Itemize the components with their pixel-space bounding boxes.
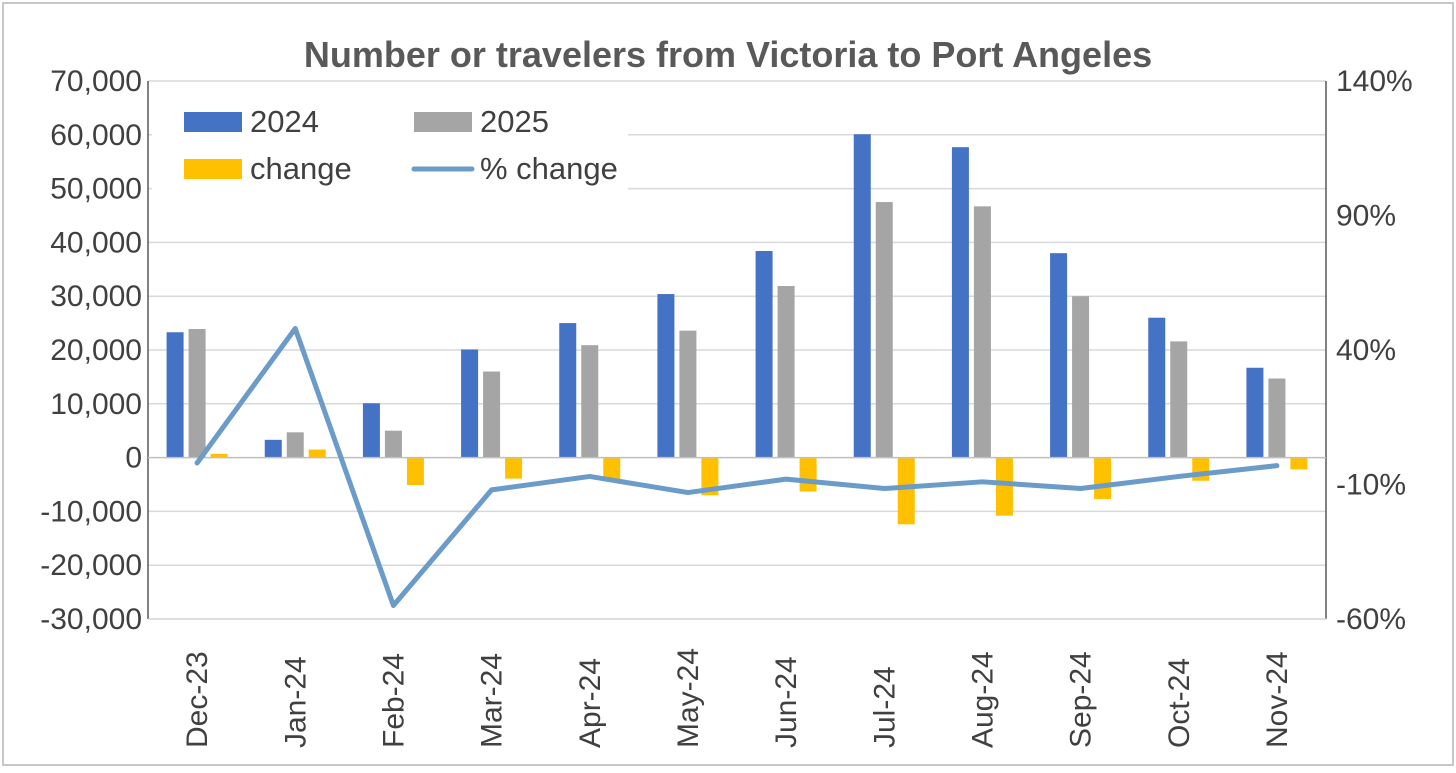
bar-2024: [1050, 253, 1068, 458]
bar-change: [897, 457, 915, 525]
bar-2025: [286, 432, 304, 458]
bar-2024: [951, 147, 969, 458]
bar-2025: [777, 285, 795, 458]
bar-change: [701, 457, 719, 496]
left-axis-tick-label: -20,000: [40, 549, 142, 582]
x-axis-tick-label: May-24: [672, 648, 705, 748]
bar-2025: [483, 371, 501, 458]
x-axis-tick-label: Dec-23: [181, 651, 214, 748]
right-axis-tick-label: -10%: [1336, 469, 1406, 502]
x-axis-tick-label: Apr-24: [574, 658, 607, 748]
bar-change: [406, 457, 424, 486]
bar-2025: [679, 330, 697, 458]
bar-2025: [384, 430, 402, 458]
bar-change: [1094, 457, 1112, 500]
x-axis-tick-label: Sep-24: [1065, 651, 1098, 748]
bar-change: [995, 457, 1013, 516]
bar-change: [505, 457, 523, 479]
left-axis-tick-label: 70,000: [50, 65, 142, 98]
bar-change: [1290, 457, 1308, 470]
x-axis-tick-label: Jun-24: [770, 656, 803, 748]
x-axis-tick-label: Nov-24: [1261, 651, 1294, 748]
bar-2024: [1148, 317, 1166, 458]
bar-2024: [362, 403, 380, 458]
bar-2025: [1170, 341, 1188, 458]
bar-2025: [973, 206, 991, 458]
legend-label-2025: 2025: [480, 104, 549, 139]
left-axis-tick-label: 20,000: [50, 334, 142, 367]
legend-label--change: % change: [480, 151, 618, 186]
chart-title: Number or travelers from Victoria to Por…: [304, 34, 1152, 75]
bar-2025: [581, 345, 599, 458]
left-axis-tick-label: -30,000: [40, 603, 142, 636]
bar-2024: [755, 251, 773, 458]
legend-swatch-2025: [414, 112, 472, 132]
bar-2024: [657, 294, 675, 458]
bars: [166, 134, 1308, 525]
bar-2024: [264, 439, 282, 458]
bar-2025: [1268, 378, 1286, 458]
series-line-percent-change: [194, 325, 1280, 609]
bar-change: [308, 449, 326, 458]
legend-background: [152, 92, 628, 198]
right-axis-tick-label: 40%: [1336, 334, 1396, 367]
bar-2024: [853, 134, 871, 458]
legend-label-change: change: [250, 151, 352, 186]
legend-swatch-change: [184, 159, 242, 179]
bar-2025: [1072, 296, 1090, 458]
bar-change: [1192, 457, 1210, 481]
legend-swatch-2024: [184, 112, 242, 132]
right-axis-tick-label: -60%: [1336, 603, 1406, 636]
bar-change: [603, 457, 621, 480]
left-axis-tick-label: 10,000: [50, 388, 142, 421]
axes: 70,000 60,000 50,000 40,000 30,000 20,000 10,0…: [40, 65, 1412, 748]
x-axis-tick-label: Oct-24: [1163, 658, 1196, 748]
bar-2024: [461, 349, 479, 458]
legend-label-2024: 2024: [250, 104, 319, 139]
bar-change: [799, 457, 817, 492]
left-axis-tick-label: -10,000: [40, 495, 142, 528]
left-axis-tick-label: 40,000: [50, 226, 142, 259]
left-axis-tick-label: 30,000: [50, 280, 142, 313]
bar-change: [210, 453, 228, 458]
percent-change-line: [194, 325, 1280, 609]
legend: 2024 2025 change % change: [152, 92, 628, 198]
x-axis-tick-label: Feb-24: [377, 653, 410, 748]
left-axis-tick-label: 50,000: [50, 173, 142, 206]
left-axis-tick-label: 60,000: [50, 119, 142, 152]
bar-2025: [875, 202, 893, 458]
x-axis-tick-label: Jan-24: [279, 656, 312, 748]
bar-2024: [166, 332, 184, 458]
x-axis-tick-label: Jul-24: [868, 666, 901, 748]
x-axis-tick-label: Aug-24: [966, 651, 999, 748]
left-axis-tick-label: 0: [125, 442, 142, 475]
right-axis-tick-label: 90%: [1336, 200, 1396, 233]
right-axis-tick-label: 140%: [1336, 65, 1413, 98]
x-axis-tick-label: Mar-24: [476, 653, 509, 748]
bar-2025: [188, 329, 206, 458]
bar-2024: [559, 323, 577, 458]
bar-2024: [1246, 367, 1264, 458]
